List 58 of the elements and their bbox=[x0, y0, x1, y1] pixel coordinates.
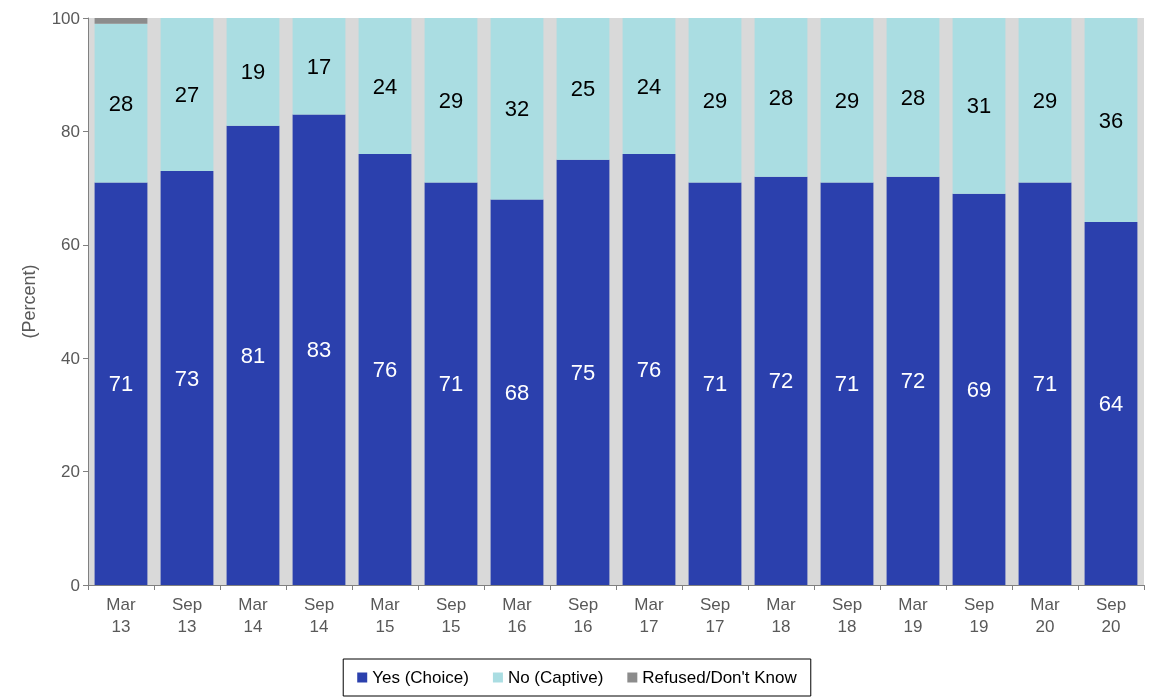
x-tick-label: Sep 17 bbox=[699, 594, 731, 636]
data-label: 29 bbox=[834, 87, 860, 113]
data-label: 19 bbox=[240, 59, 266, 85]
y-tick-label: 0 bbox=[70, 575, 80, 595]
x-tick-label: Sep 13 bbox=[171, 594, 203, 636]
x-tick-label: Sep 18 bbox=[831, 594, 863, 636]
data-label: 75 bbox=[570, 359, 596, 385]
x-tick-label: Mar 19 bbox=[898, 594, 928, 636]
data-label: 71 bbox=[702, 371, 728, 397]
y-tick-label: 100 bbox=[51, 8, 80, 28]
data-label: 71 bbox=[1032, 371, 1058, 397]
data-label: 72 bbox=[900, 368, 926, 394]
y-tick-label: 40 bbox=[61, 348, 80, 368]
data-label: 24 bbox=[636, 73, 662, 99]
data-label: 68 bbox=[504, 379, 530, 405]
data-label: 27 bbox=[174, 82, 200, 108]
data-label: 17 bbox=[306, 53, 332, 79]
data-label: 73 bbox=[174, 365, 200, 391]
data-label: 81 bbox=[240, 342, 266, 368]
legend-label: Refused/Don't Know bbox=[642, 668, 798, 687]
x-tick-label: Mar 13 bbox=[106, 594, 136, 636]
data-label: 24 bbox=[372, 73, 398, 99]
data-label: 76 bbox=[372, 357, 398, 383]
data-label: 29 bbox=[702, 87, 728, 113]
data-label: 83 bbox=[306, 337, 332, 363]
x-tick-label: Sep 16 bbox=[567, 594, 599, 636]
data-label: 64 bbox=[1098, 391, 1124, 417]
data-label: 76 bbox=[636, 357, 662, 383]
data-label: 32 bbox=[504, 96, 530, 122]
legend-label: No (Captive) bbox=[507, 668, 604, 687]
data-label: 29 bbox=[438, 87, 464, 113]
data-label: 72 bbox=[768, 368, 794, 394]
y-axis-title: (Percent) bbox=[19, 264, 39, 339]
x-tick-label: Mar 14 bbox=[238, 594, 268, 636]
x-tick-label: Sep 15 bbox=[435, 594, 467, 636]
y-tick-label: 60 bbox=[61, 235, 80, 255]
x-tick-label: Mar 17 bbox=[634, 594, 664, 636]
data-label: 31 bbox=[966, 93, 992, 119]
data-label: 71 bbox=[438, 371, 464, 397]
x-tick-label: Mar 20 bbox=[1030, 594, 1060, 636]
data-label: 69 bbox=[966, 376, 992, 402]
data-label: 71 bbox=[834, 371, 860, 397]
y-tick-label: 80 bbox=[61, 121, 80, 141]
x-tick-label: Mar 15 bbox=[370, 594, 400, 636]
data-label: 71 bbox=[108, 371, 134, 397]
data-label: 29 bbox=[1032, 87, 1058, 113]
y-tick-label: 20 bbox=[61, 462, 80, 482]
x-tick-label: Sep 20 bbox=[1095, 594, 1127, 636]
data-label: 25 bbox=[570, 76, 596, 102]
data-label: 36 bbox=[1098, 107, 1124, 133]
x-tick-label: Mar 18 bbox=[766, 594, 796, 636]
x-tick-label: Sep 14 bbox=[303, 594, 335, 636]
legend-label: Yes (Choice) bbox=[372, 668, 469, 687]
x-tick-label: Sep 19 bbox=[963, 594, 995, 636]
data-label: 28 bbox=[768, 84, 794, 110]
data-label: 28 bbox=[900, 84, 926, 110]
x-tick-label: Mar 16 bbox=[502, 594, 532, 636]
data-label: 28 bbox=[108, 90, 134, 116]
